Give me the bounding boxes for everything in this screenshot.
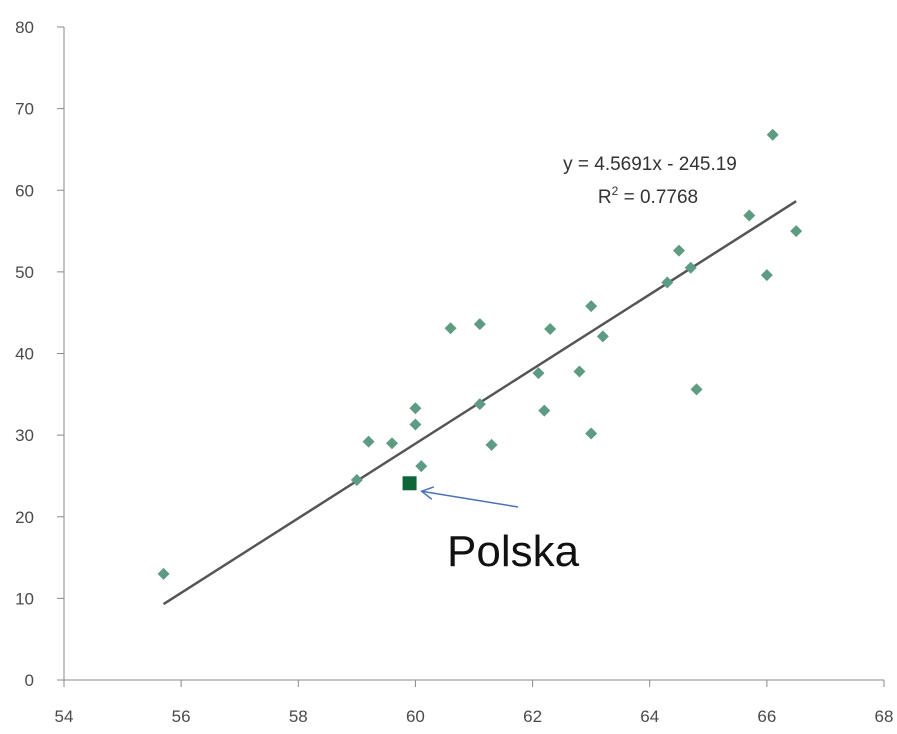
- polska-label: Polska: [447, 527, 580, 576]
- trendline-equation: y = 4.5691x - 245.19: [563, 154, 737, 175]
- data-point: [409, 418, 422, 431]
- data-point: [386, 437, 398, 450]
- y-tick-label: 20: [15, 508, 34, 527]
- y-tick-label: 30: [15, 426, 34, 445]
- data-point: [684, 261, 697, 274]
- x-tick-label: 62: [523, 707, 542, 726]
- data-point: [596, 330, 609, 343]
- data-point: [585, 427, 598, 440]
- data-point: [790, 225, 803, 238]
- data-point: [661, 276, 674, 289]
- x-tick-label: 68: [875, 707, 894, 726]
- data-point: [444, 322, 457, 335]
- data-point: [766, 128, 779, 141]
- y-tick-label: 10: [15, 589, 34, 608]
- x-tick-label: 64: [640, 707, 659, 726]
- x-tick-label: 58: [289, 707, 308, 726]
- data-points: [157, 128, 803, 580]
- data-point: [532, 367, 545, 380]
- data-point: [157, 567, 170, 580]
- x-tick-label: 60: [406, 707, 425, 726]
- y-tick-label: 40: [15, 345, 34, 364]
- x-tick-label: 66: [757, 707, 776, 726]
- data-point: [485, 438, 498, 451]
- data-point: [690, 383, 703, 396]
- callout-arrow: [421, 490, 519, 508]
- data-point: [409, 402, 422, 415]
- annotations: y = 4.5691x - 245.19 R2 = 0.7768 Polska: [420, 154, 737, 576]
- y-tick-label: 50: [15, 263, 34, 282]
- data-point: [350, 474, 363, 487]
- r-squared-label: R2 = 0.7768: [598, 184, 698, 208]
- highlight-point-polska: [402, 476, 417, 491]
- data-point: [473, 398, 486, 411]
- data-point: [538, 404, 551, 417]
- data-point: [473, 318, 486, 331]
- data-point: [673, 244, 685, 257]
- data-point: [585, 300, 598, 313]
- callout-arrowhead: [420, 486, 435, 500]
- y-tick-label: 0: [25, 671, 34, 690]
- data-point: [415, 460, 428, 473]
- y-tick-label: 60: [15, 181, 34, 200]
- x-tick-label: 56: [172, 707, 191, 726]
- y-tick-label: 70: [15, 100, 34, 119]
- data-point: [362, 435, 375, 448]
- x-tick-label: 54: [55, 707, 74, 726]
- data-point: [743, 209, 756, 222]
- data-point: [760, 269, 773, 282]
- axes: 0 10 20 30 40 50 60 70 80 54 56 58 60 62 64 66 68: [15, 18, 893, 726]
- y-tick-label: 80: [15, 18, 34, 37]
- data-point: [544, 323, 557, 336]
- data-point: [573, 365, 586, 378]
